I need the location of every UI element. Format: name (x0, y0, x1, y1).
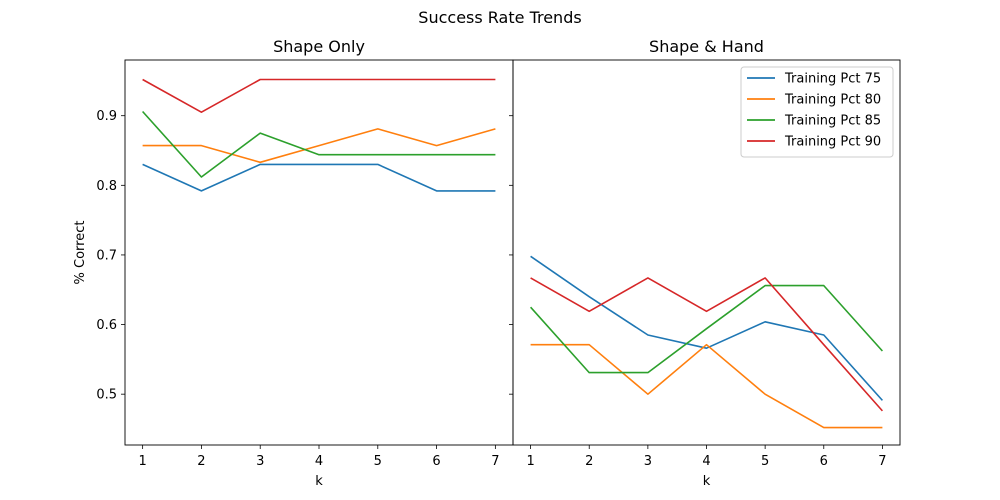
legend-entry: Training Pct 90 (784, 135, 881, 150)
series-line-2-3 (530, 284, 883, 374)
legend-entry: Training Pct 85 (784, 114, 881, 129)
series-line-1-1 (142, 163, 496, 192)
y-tick-label: 0.9 (96, 109, 117, 124)
x-tick-label: 7 (878, 454, 886, 469)
y-tick-label: 0.7 (96, 248, 117, 263)
y-tick-label: 0.6 (96, 318, 117, 333)
figure-title: Success Rate Trends (418, 8, 581, 27)
x-tick-label: 1 (526, 454, 534, 469)
series-line-2-1 (530, 255, 883, 401)
y-axis-label: % Correct (73, 221, 88, 285)
x-tick-label: 6 (432, 454, 440, 469)
x-axis-label: k (703, 474, 711, 489)
y-tick-label: 0.5 (96, 388, 117, 403)
legend-entry: Training Pct 75 (784, 72, 881, 87)
series-line-2-4 (530, 277, 883, 412)
x-tick-label: 3 (256, 454, 264, 469)
x-tick-label: 4 (315, 454, 323, 469)
x-tick-label: 4 (702, 454, 710, 469)
panel-title: Shape Only (273, 37, 365, 56)
legend: Training Pct 75 Training Pct 80 Training P… (740, 66, 894, 158)
x-tick-label: 3 (644, 454, 652, 469)
x-tick-label: 7 (491, 454, 499, 469)
series-line-1-2 (142, 128, 496, 164)
x-tick-label: 6 (820, 454, 828, 469)
series-line-1-3 (142, 110, 496, 178)
series-line-1-4 (142, 78, 496, 113)
x-axis-label: k (315, 474, 323, 489)
x-tick-label: 2 (585, 454, 593, 469)
x-tick-label: 1 (138, 454, 146, 469)
x-tick-label: 2 (197, 454, 205, 469)
y-tick-label: 0.8 (96, 179, 117, 194)
legend-box (740, 66, 894, 158)
legend-entry: Training Pct 80 (784, 93, 881, 108)
x-tick-label: 5 (374, 454, 382, 469)
panel-1: 1 2 3 4 5 6 7 0.5 0.6 0.7 0.8 0.9 Shape Only k % Corre… (73, 37, 514, 489)
x-tick-label: 5 (761, 454, 769, 469)
series-line-2-2 (530, 343, 883, 429)
plot-frame (124, 59, 514, 446)
panel-title: Shape & Hand (649, 37, 764, 56)
